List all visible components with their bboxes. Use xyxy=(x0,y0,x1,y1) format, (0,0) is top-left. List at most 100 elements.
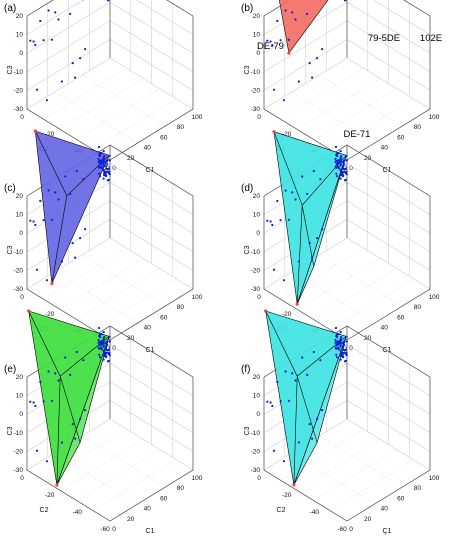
data-point xyxy=(335,353,338,356)
x-axis-label: Ç1 xyxy=(383,528,392,535)
data-point xyxy=(105,165,108,168)
floor-gridline xyxy=(330,459,414,512)
data-point xyxy=(103,336,106,339)
floor-gridline xyxy=(280,67,364,120)
point-annotation: DE-79 xyxy=(257,41,284,52)
hull-vertex xyxy=(264,309,268,313)
floor-gridline xyxy=(297,258,381,310)
floor-gridline xyxy=(313,268,397,320)
z-tick-label: 0 xyxy=(19,411,23,418)
y-tick-label: -20 xyxy=(282,311,292,318)
data-point xyxy=(345,351,348,354)
floor-gridline xyxy=(297,78,381,130)
data-point xyxy=(105,346,108,349)
x-tick-label: 80 xyxy=(414,485,422,492)
panel-d: (d)20100-10-20-30020406080100-60-40-200C… xyxy=(241,130,440,354)
data-point xyxy=(282,99,285,102)
data-point xyxy=(339,156,342,160)
x-tick-label: 60 xyxy=(160,495,168,502)
data-point xyxy=(45,279,49,282)
data-point xyxy=(339,168,342,171)
floor-gridline xyxy=(60,439,144,491)
data-point xyxy=(269,220,272,223)
y-tick-label: 0 xyxy=(20,114,24,121)
y-tick-label: 0 xyxy=(20,294,24,301)
wall-gridline xyxy=(26,0,194,35)
data-point xyxy=(98,347,101,350)
data-point xyxy=(50,399,54,402)
data-point xyxy=(321,409,324,412)
z-tick-label: -20 xyxy=(251,87,261,94)
z-tick-label: -20 xyxy=(14,267,24,274)
data-point xyxy=(84,48,87,51)
data-point xyxy=(339,340,342,343)
data-point xyxy=(311,437,314,440)
data-point xyxy=(341,356,345,359)
wall-gridline xyxy=(26,57,194,110)
y-tick-label: -20 xyxy=(282,131,292,138)
data-point xyxy=(339,345,342,348)
z-tick-label: -10 xyxy=(251,430,261,437)
z-tick-label: 10 xyxy=(253,393,261,400)
data-point xyxy=(271,43,274,47)
data-point xyxy=(100,159,103,162)
hull-edge xyxy=(35,130,68,284)
hull-face xyxy=(293,336,347,486)
data-point xyxy=(335,166,338,169)
data-point xyxy=(342,165,345,168)
data-point xyxy=(294,18,297,21)
data-point xyxy=(271,404,274,408)
y-tick-label: -20 xyxy=(45,131,55,138)
data-point xyxy=(340,351,343,354)
hull-face xyxy=(56,336,110,486)
data-point xyxy=(266,400,269,403)
data-point xyxy=(269,40,272,43)
floor-gridline xyxy=(54,271,138,324)
data-point xyxy=(57,198,60,201)
data-point xyxy=(74,76,77,79)
data-point xyxy=(339,358,342,361)
data-point xyxy=(341,175,345,178)
hull-vertex xyxy=(50,281,54,286)
data-point xyxy=(42,219,45,222)
data-point xyxy=(344,167,347,170)
y-tick-label: -40 xyxy=(73,509,83,516)
x-tick-label: 40 xyxy=(381,325,389,332)
data-point xyxy=(82,359,85,362)
data-point xyxy=(272,449,276,452)
data-point xyxy=(54,11,57,14)
data-point xyxy=(340,174,343,177)
panel-b: (b)20100-10-20-30020406080100-60-40-200C… xyxy=(241,0,442,174)
hull-face xyxy=(278,0,329,54)
z-tick-label: 20 xyxy=(16,13,24,20)
data-point xyxy=(102,150,105,153)
wall-gridline xyxy=(263,237,431,290)
x-tick-label: 60 xyxy=(397,314,405,321)
z-axis-label: C3 xyxy=(244,426,251,435)
hull-vertex xyxy=(272,130,276,134)
data-point xyxy=(284,189,287,192)
floor-gridline xyxy=(93,98,177,151)
data-point xyxy=(339,331,342,334)
data-point xyxy=(108,170,111,173)
data-point xyxy=(337,332,340,336)
data-point xyxy=(71,423,74,426)
data-point xyxy=(345,159,348,162)
data-point xyxy=(321,48,324,51)
z-tick-label: 20 xyxy=(253,193,261,200)
z-tick-label: 10 xyxy=(16,212,24,219)
data-point xyxy=(60,441,64,444)
data-point xyxy=(84,409,87,412)
panel-f: (f)20100-10-20-30020406080100-60-40-200C… xyxy=(241,309,440,535)
data-point xyxy=(107,167,110,170)
y-tick-label: -20 xyxy=(282,492,292,499)
data-point xyxy=(337,340,340,343)
data-point xyxy=(69,373,72,376)
data-point xyxy=(339,337,342,341)
data-point xyxy=(345,154,348,157)
hull-edge xyxy=(301,205,315,267)
y-tick-label: -60 xyxy=(337,526,347,533)
y-tick-label: -40 xyxy=(310,509,320,516)
data-point xyxy=(334,326,338,330)
data-point xyxy=(29,219,32,222)
